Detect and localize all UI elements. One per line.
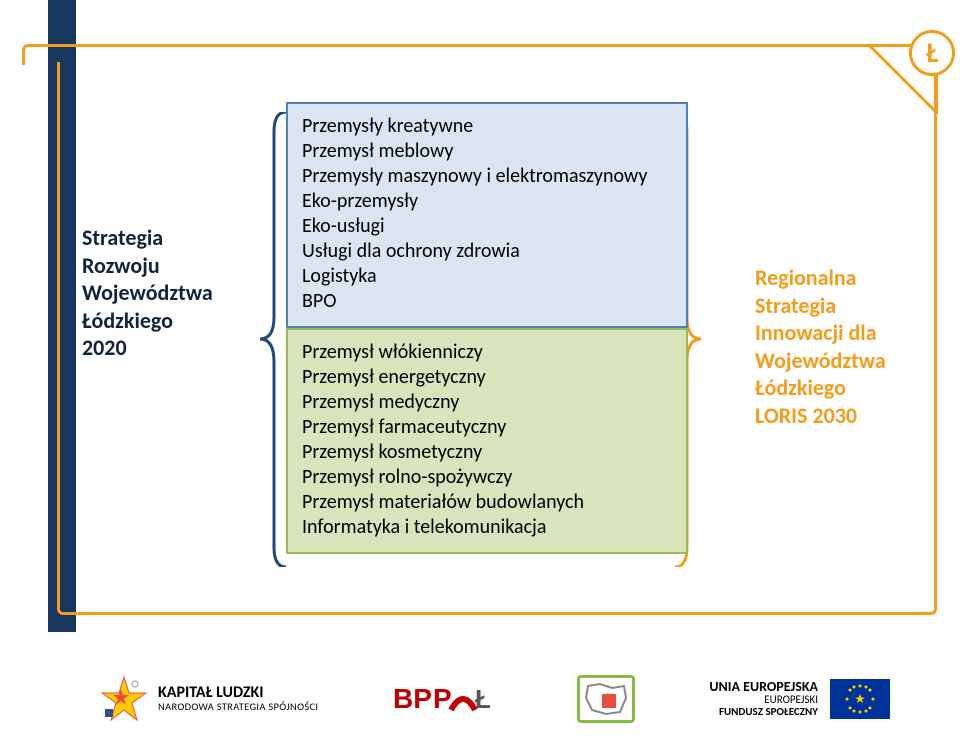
list-item: Logistyka — [302, 264, 672, 289]
list-item: Przemysł medyczny — [302, 390, 672, 415]
list-item: Informatyka i telekomunikacja — [302, 515, 672, 540]
list-item: Przemysł kosmetyczny — [302, 440, 672, 465]
list-item: Przemysł rolno-spożywczy — [302, 465, 672, 490]
left-title-l2: Rozwoju — [82, 252, 252, 280]
right-title-l5: Łódzkiego — [755, 374, 905, 402]
svg-text:P: P — [433, 683, 452, 714]
kl-star-icon — [100, 675, 148, 723]
diagram-area: Przemysły kreatywne Przemysł meblowy Prz… — [258, 102, 703, 577]
kl-line1: KAPITAŁ LUDZKI — [158, 685, 318, 702]
list-item: Przemysł meblowy — [302, 139, 672, 164]
list-item: Przemysły kreatywne — [302, 114, 672, 139]
eu-text: UNIA EUROPEJSKA EUROPEJSKI FUNDUSZ SPOŁE… — [709, 679, 818, 719]
list-item: Przemysł farmaceutyczny — [302, 415, 672, 440]
right-title-l3: Innowacji dla — [755, 319, 905, 347]
kl-line2: NARODOWA STRATEGIA SPÓJNOŚCI — [158, 701, 318, 712]
eu-line3: FUNDUSZ SPOŁECZNY — [709, 706, 818, 718]
poland-logo-icon — [577, 675, 635, 723]
kl-logo: KAPITAŁ LUDZKI NARODOWA STRATEGIA SPÓJNO… — [100, 675, 318, 723]
lodz-logo-icon: Ł — [909, 30, 955, 76]
list-item: Przemysł energetyczny — [302, 365, 672, 390]
right-title: Regionalna Strategia Innowacji dla Wojew… — [755, 264, 905, 429]
left-title-l5: 2020 — [82, 334, 252, 362]
list-item: Przemysły maszynowy i elektromaszynowy — [302, 164, 672, 189]
box-green: Przemysł włókienniczy Przemysł energetyc… — [286, 328, 688, 554]
list-item: Usługi dla ochrony zdrowia — [302, 239, 672, 264]
list-item: Eko-usługi — [302, 214, 672, 239]
right-title-l4: Województwa — [755, 347, 905, 375]
kl-text: KAPITAŁ LUDZKI NARODOWA STRATEGIA SPÓJNO… — [158, 685, 318, 713]
left-title-l3: Województwa — [82, 279, 252, 307]
svg-text:Ł: Ł — [475, 684, 491, 714]
left-title: Strategia Rozwoju Województwa Łódzkiego … — [82, 224, 252, 362]
list-item: Przemysł materiałów budowlanych — [302, 490, 672, 515]
list-item: Przemysł włókienniczy — [302, 340, 672, 365]
left-title-l1: Strategia — [82, 224, 252, 252]
svg-text:BP: BP — [393, 683, 432, 714]
right-title-l1: Regionalna — [755, 264, 905, 292]
eu-line1: UNIA EUROPEJSKA — [709, 679, 818, 694]
bppwl-logo: BP P Ł — [393, 678, 503, 720]
list-item: BPO — [302, 289, 672, 314]
bracket-left-icon — [260, 112, 286, 567]
right-title-l2: Strategia — [755, 292, 905, 320]
footer: KAPITAŁ LUDZKI NARODOWA STRATEGIA SPÓJNO… — [0, 651, 960, 746]
eu-flag-icon — [830, 679, 890, 719]
right-title-l6: LORIS 2030 — [755, 402, 905, 430]
box-blue: Przemysły kreatywne Przemysł meblowy Prz… — [286, 102, 688, 328]
eu-logo: UNIA EUROPEJSKA EUROPEJSKI FUNDUSZ SPOŁE… — [709, 679, 890, 719]
left-title-l4: Łódzkiego — [82, 307, 252, 335]
list-item: Eko-przemysły — [302, 189, 672, 214]
